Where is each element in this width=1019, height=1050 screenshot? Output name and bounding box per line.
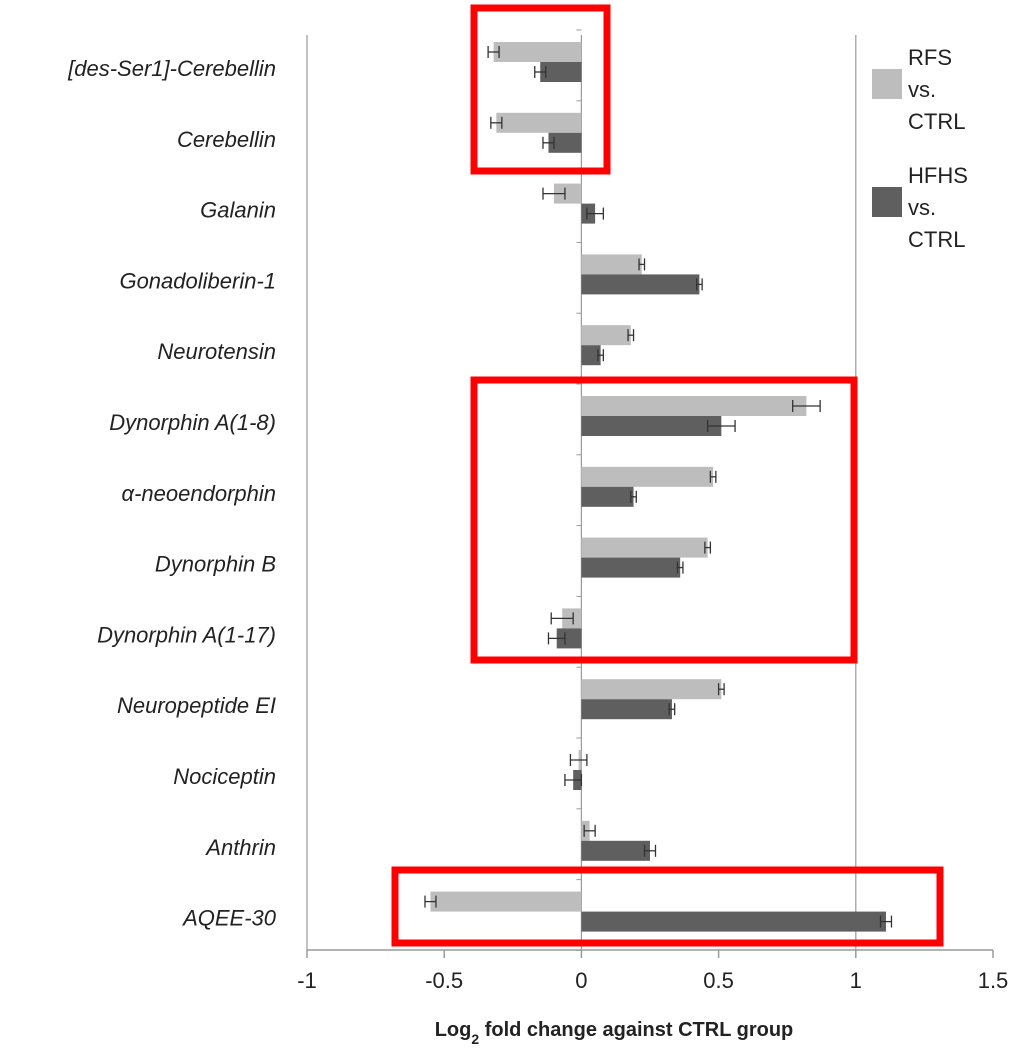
bar bbox=[553, 183, 582, 204]
bar bbox=[581, 699, 672, 720]
category-label: Anthrin bbox=[204, 835, 276, 860]
legend-label: HFHS bbox=[908, 163, 968, 188]
highlight-box bbox=[470, 376, 858, 664]
bar bbox=[581, 840, 650, 861]
legend: RFS vs. CTRL HFHS vs. CTRL bbox=[872, 45, 968, 252]
bar bbox=[581, 396, 807, 416]
bar bbox=[581, 254, 642, 275]
category-label: Neuropeptide EI bbox=[117, 693, 276, 718]
x-axis-title: Log2 fold change against CTRL group bbox=[435, 1019, 794, 1047]
bar bbox=[581, 537, 708, 558]
bar bbox=[496, 112, 582, 133]
legend-label: vs. bbox=[908, 77, 936, 102]
category-label: Nociceptin bbox=[173, 764, 276, 789]
bar bbox=[581, 466, 714, 487]
bar bbox=[540, 62, 582, 82]
category-label: Dynorphin A(1-8) bbox=[109, 410, 276, 435]
bar bbox=[493, 42, 582, 62]
bar bbox=[556, 628, 582, 649]
x-tick-label: 1 bbox=[850, 968, 862, 993]
highlight-boxes bbox=[391, 4, 944, 947]
category-label: α-neoendorphin bbox=[122, 481, 276, 506]
x-tick-label: 0 bbox=[575, 968, 587, 993]
category-labels: [des-Ser1]-Cerebellin Cerebellin Galanin Go… bbox=[67, 56, 277, 931]
bar bbox=[581, 325, 631, 346]
error-bars-layer bbox=[424, 46, 893, 928]
bars-layer bbox=[430, 42, 886, 932]
bar bbox=[581, 486, 634, 507]
x-tick-label: 0.5 bbox=[703, 968, 734, 993]
category-label: [des-Ser1]-Cerebellin bbox=[67, 56, 276, 81]
bar bbox=[581, 416, 722, 436]
legend-swatch bbox=[872, 187, 902, 217]
category-label: Neurotensin bbox=[157, 339, 276, 364]
bar bbox=[581, 274, 700, 295]
category-label: AQEE-30 bbox=[181, 906, 277, 931]
category-label: Galanin bbox=[200, 198, 276, 223]
legend-label: CTRL bbox=[908, 227, 965, 252]
highlight-box bbox=[391, 866, 944, 947]
bar bbox=[581, 557, 681, 578]
legend-swatch bbox=[872, 69, 902, 99]
bar bbox=[430, 891, 582, 912]
category-label: Cerebellin bbox=[177, 127, 276, 152]
bar bbox=[581, 345, 601, 366]
x-axis: -1 -0.5 0 0.5 1 1.5 bbox=[297, 949, 1009, 993]
bar bbox=[581, 911, 886, 932]
legend-label: RFS bbox=[908, 45, 952, 70]
legend-label: vs. bbox=[908, 195, 936, 220]
highlight-box bbox=[470, 4, 611, 175]
category-label: Dynorphin B bbox=[155, 552, 276, 577]
category-label: Dynorphin A(1-17) bbox=[97, 622, 276, 647]
category-label: Gonadoliberin-1 bbox=[119, 268, 276, 293]
bar bbox=[581, 679, 722, 700]
bar bbox=[548, 132, 582, 153]
x-tick-label: -1 bbox=[297, 968, 317, 993]
legend-label: CTRL bbox=[908, 109, 965, 134]
x-tick-label: 1.5 bbox=[978, 968, 1009, 993]
x-tick-label: -0.5 bbox=[425, 968, 463, 993]
